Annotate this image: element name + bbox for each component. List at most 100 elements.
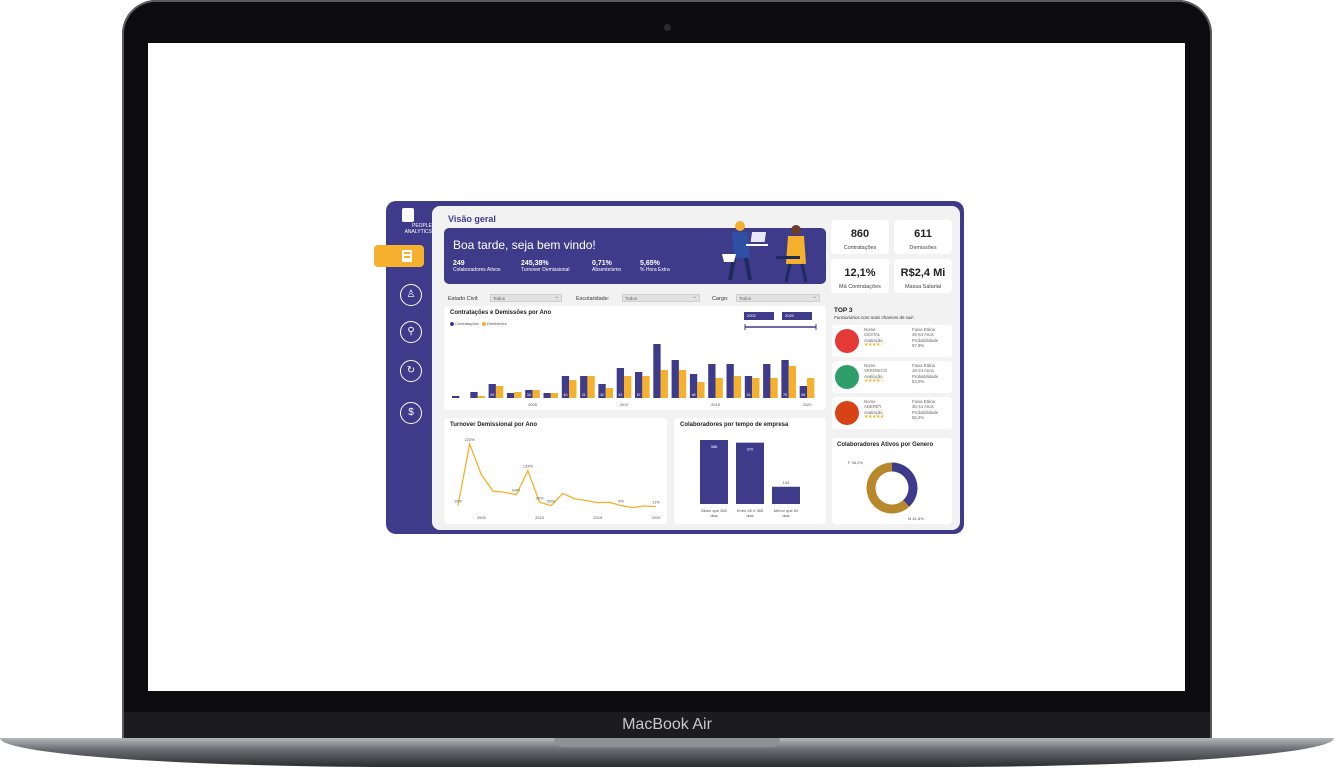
top3-title: TOP 3 — [834, 307, 853, 314]
logo-text-line1: PEOPLE — [411, 223, 432, 229]
employee-probability: 97,9% — [912, 343, 925, 349]
bar-data-label: 33 — [747, 393, 751, 397]
bar-hires-2005 — [525, 390, 533, 398]
bar-hires-2003 — [488, 384, 496, 398]
bar-dismissals-2011 — [642, 376, 650, 398]
avatar — [835, 365, 859, 389]
donut-slice-M — [866, 462, 910, 514]
bar-data-label: 33 — [527, 393, 531, 397]
main-panel: Visão geral Boa tarde, seja bem vindo! 2… — [432, 206, 960, 530]
filter-select-schooling[interactable]: Todos — [622, 293, 700, 302]
chart-title-hires: Contratações e Demissões por Ano — [450, 310, 552, 316]
page-title: Visão geral — [448, 214, 496, 224]
bar-dismissals-2008 — [587, 376, 595, 398]
bar-data-label: 32 — [600, 393, 604, 397]
bar-dismissals-2016 — [733, 376, 742, 398]
bezel-bottom — [124, 712, 1210, 738]
bar-dismissals-2020 — [807, 378, 815, 398]
bar-data-label: 31 — [582, 393, 586, 397]
kpi-card-bad-hires: 12,1% Má Contratações — [831, 259, 889, 293]
people-search-icon: ⚲ — [407, 326, 415, 337]
employee-card[interactable]: Nome VERONICO Avaliação ★★★★☆ Faixa Etária 1… — [832, 361, 952, 393]
tenure-chart-card: Colaboradores por tempo de empresa 386 Ma… — [674, 418, 826, 524]
kpi-active: 249 Colaboradores Ativos — [453, 260, 501, 273]
bar-dismissals-2003 — [495, 386, 504, 398]
bar-dismissals-2002 — [477, 396, 485, 398]
tenure-value-label: 386 — [711, 444, 718, 449]
year-end-input[interactable]: 2020 — [782, 312, 812, 320]
bar-data-label: 29 — [490, 393, 494, 397]
gender-donut-chart: F 38,2% M 61,8% — [848, 460, 924, 521]
bar-data-label: 42 — [618, 393, 622, 397]
meeting-illustration — [722, 221, 808, 283]
year-slider[interactable] — [744, 324, 818, 330]
cycle-icon: ↻ — [406, 365, 416, 376]
tenure-category-label: dias — [710, 513, 717, 518]
employee-age: 45-54 Anos — [912, 332, 934, 338]
employee-age: 18-24 Anos — [912, 368, 934, 374]
tenure-category-label: Entre 60 e 365 — [737, 508, 764, 513]
bar-dismissals-2017 — [752, 378, 760, 398]
line-data-label: 26% — [536, 495, 544, 500]
chart-title-tenure: Colaboradores por tempo de empresa — [680, 422, 789, 428]
bar-hires-2004 — [506, 393, 515, 398]
bar-dismissals-2015 — [715, 378, 723, 398]
logo-text-line2: ANALYTICS — [404, 229, 432, 235]
bar-dismissals-2012 — [660, 370, 668, 398]
tenure-category-label: Maior que 365 — [701, 508, 727, 513]
avatar — [835, 329, 859, 353]
greeting: Boa tarde, seja bem vindo! — [453, 238, 596, 252]
filter-select-civil[interactable]: Todos — [490, 293, 562, 302]
year-start-input[interactable]: 2002 — [744, 312, 774, 320]
kpi-card-dismissals: 611 Demissões — [894, 220, 952, 254]
nav-item-money[interactable]: $ — [400, 402, 422, 424]
bar-hires-2020 — [799, 386, 808, 398]
gender-chart-card: Colaboradores Ativos por Genero F 38,2% M… — [832, 438, 952, 524]
donut-data-label: F 38,2% — [848, 460, 863, 465]
team-icon: ♙ — [406, 289, 416, 300]
nav-item-team[interactable]: ♙ — [400, 284, 422, 306]
nav-item-cycle[interactable]: ↻ — [400, 360, 422, 382]
bar-hires-2013 — [671, 360, 679, 398]
sidebar: PEOPLE ANALYTICS ♙ ⚲ ↻ $ — [374, 201, 432, 534]
bar-hires-2008 — [580, 376, 588, 398]
camera-icon — [664, 24, 671, 31]
x-tick-label: 2015 — [593, 515, 603, 520]
employee-age: 35-44 Anos — [912, 404, 934, 410]
bar-hires-2019 — [781, 360, 789, 398]
x-tick-label: 2020 — [803, 402, 813, 407]
chart-title-gender: Colaboradores Ativos por Genero — [837, 442, 934, 448]
legend-hires: Contratações — [455, 321, 479, 326]
hires-dismissals-chart-card: Contratações e Demissões por Ano Contrat… — [444, 306, 826, 410]
line-data-label: 11% — [652, 500, 660, 505]
line-data-label: 15% — [454, 499, 462, 504]
rating-stars: ★★★★★ — [864, 414, 884, 421]
turnover-line — [457, 441, 657, 509]
filter-select-role[interactable]: Todos — [736, 293, 820, 302]
donut-slice-F — [891, 462, 918, 507]
bar-hires-2018 — [763, 364, 771, 398]
x-tick-label: 2020 — [652, 515, 662, 520]
legend-dismissals: Demissões — [486, 321, 507, 326]
filter-label-schooling: Escolaridade: — [576, 296, 610, 302]
x-tick-label: 2015 — [711, 402, 721, 407]
employee-probability: 55,2% — [912, 415, 925, 421]
employee-card[interactable]: Nome ADEREY Avaliação ★★★★★ Faixa Etária 35-… — [832, 397, 952, 429]
bar-hires-2009 — [598, 384, 606, 398]
employee-name: ADEREY — [864, 404, 882, 410]
chart-title-turnover: Turnover Demissional por Ano — [450, 422, 538, 428]
tenure-category-label: dias — [746, 513, 753, 518]
bar-hires-2002 — [470, 392, 478, 398]
employee-card[interactable]: Nome CESTAL Avaliação ★★★★☆ Faixa Etária 45-… — [832, 325, 952, 357]
nav-item-search[interactable]: ⚲ — [400, 321, 422, 343]
employee-name: VERONICO — [864, 368, 887, 374]
bar-dismissals-2018 — [770, 378, 778, 398]
bar-data-label: 75 — [783, 393, 787, 397]
line-data-label: 64% — [512, 488, 520, 493]
x-tick-label: 2005 — [477, 515, 487, 520]
employee-name: CESTAL — [864, 332, 881, 338]
bar-hires-2006 — [543, 393, 551, 398]
logo-icon — [402, 208, 414, 222]
hires-dismissals-chart: 29 33 2005 40 31 32 42 2010 57 48 2015 33 75 56 2020 — [452, 344, 815, 407]
nav-item-visao-geral[interactable] — [374, 245, 424, 267]
